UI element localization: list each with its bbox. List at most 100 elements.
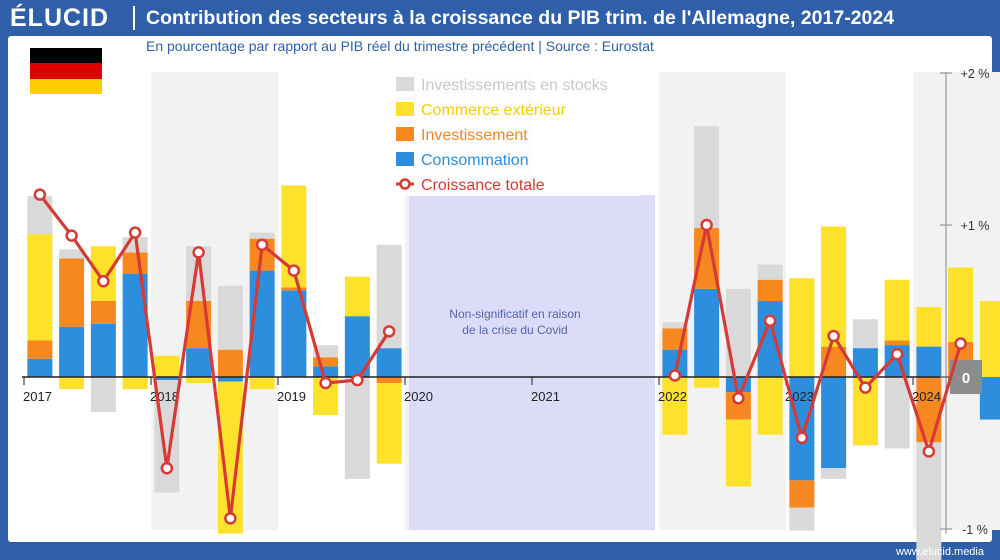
legend-swatch-investissement bbox=[396, 127, 414, 141]
growth-point-2018Q4 bbox=[255, 238, 269, 252]
growth-point-2022Q2 bbox=[700, 218, 713, 232]
bar-stocks-2017Q1 bbox=[27, 196, 53, 235]
bar-investissement-2017Q2 bbox=[59, 258, 85, 327]
bar-consommation-2018Q3 bbox=[217, 377, 243, 382]
bar-investissement-2019Q4 bbox=[376, 377, 402, 384]
bar-stocks-2022Q3 bbox=[725, 288, 751, 377]
bar-exterieur-2019Q4 bbox=[376, 383, 402, 464]
bar-consommation-2024Q3 bbox=[979, 377, 1000, 420]
growth-point-2022Q1 bbox=[668, 369, 682, 382]
bar-exterieur-2024Q3 bbox=[979, 301, 1000, 377]
bar-exterieur-2018Q1 bbox=[154, 355, 180, 377]
bar-investissement-2022Q4 bbox=[757, 279, 783, 301]
bar-stocks-2023Q1 bbox=[789, 507, 815, 531]
bar-investissement-2023Q1 bbox=[789, 480, 815, 508]
year-label-2019: 2019 bbox=[277, 389, 306, 404]
bar-consommation-2019Q2 bbox=[313, 366, 339, 377]
legend-box bbox=[383, 72, 641, 196]
flag-stripe-black bbox=[30, 48, 102, 64]
bar-exterieur-2022Q1 bbox=[662, 377, 688, 435]
covid-note-line: Non-significatif en raison bbox=[449, 307, 580, 321]
growth-point-2018Q1 bbox=[160, 461, 174, 475]
bar-exterieur-2023Q1 bbox=[789, 278, 815, 377]
growth-point-2017Q2 bbox=[65, 229, 78, 242]
footer-url[interactable]: www.elucid.media bbox=[895, 546, 984, 558]
growth-point-2019Q3 bbox=[351, 373, 364, 387]
bar-exterieur-2017Q3 bbox=[90, 246, 116, 301]
bar-exterieur-2017Q4 bbox=[122, 377, 148, 390]
year-label-2018: 2018 bbox=[150, 389, 179, 404]
legend-label-consommation: Consommation bbox=[421, 152, 529, 169]
growth-point-2022Q3 bbox=[732, 392, 745, 405]
bar-investissement-2017Q4 bbox=[122, 252, 148, 274]
bar-stocks-2018Q3 bbox=[217, 285, 243, 350]
bar-investissement-2017Q3 bbox=[90, 301, 116, 324]
bar-stocks-2017Q3 bbox=[90, 377, 116, 412]
chart-title: Contribution des secteurs à la croissanc… bbox=[146, 7, 895, 29]
growth-point-2024Q1 bbox=[922, 445, 936, 458]
header-divider bbox=[133, 6, 135, 30]
bar-exterieur-2017Q1 bbox=[27, 234, 53, 341]
bar-consommation-2022Q2 bbox=[694, 288, 720, 377]
flag-stripe-red bbox=[30, 63, 102, 79]
growth-point-2023Q4 bbox=[890, 347, 904, 361]
bar-stocks-2019Q2 bbox=[313, 345, 339, 358]
bar-exterieur-2019Q3 bbox=[344, 276, 370, 317]
bar-stocks-2024Q1 bbox=[916, 442, 942, 560]
bar-stocks-2022Q2 bbox=[694, 126, 720, 229]
bar-stocks-2019Q3 bbox=[344, 377, 370, 479]
bar-stocks-2017Q2 bbox=[59, 249, 85, 259]
y-tick-label-0: 0 bbox=[962, 370, 970, 387]
bar-exterieur-2024Q1 bbox=[916, 307, 942, 347]
bar-investissement-2017Q1 bbox=[27, 340, 53, 359]
bar-investissement-2018Q3 bbox=[217, 349, 243, 377]
covid-note-line: de la crise du Covid bbox=[462, 323, 567, 337]
growth-point-2023Q1 bbox=[795, 431, 809, 445]
year-label-2017: 2017 bbox=[23, 389, 52, 404]
elucid-logo: ÉLUCID bbox=[10, 4, 110, 32]
bar-exterieur-2024Q2 bbox=[948, 267, 974, 343]
legend-swatch-stocks bbox=[396, 77, 414, 91]
bar-consommation-2017Q3 bbox=[90, 323, 116, 377]
legend-label-stocks: Investissements en stocks bbox=[421, 77, 608, 94]
year-label-2021: 2021 bbox=[531, 389, 560, 404]
growth-point-2023Q2 bbox=[827, 329, 840, 343]
bar-exterieur-2022Q3 bbox=[725, 419, 751, 487]
legend-swatch-exterieur bbox=[396, 102, 414, 116]
growth-point-2023Q3 bbox=[859, 381, 872, 394]
flag-stripe-gold bbox=[30, 78, 102, 94]
y-tick-label: +1 % bbox=[961, 219, 990, 233]
bar-exterieur-2023Q4 bbox=[884, 279, 910, 341]
bar-consommation-2024Q1 bbox=[916, 346, 942, 377]
growth-point-2018Q3 bbox=[224, 512, 237, 525]
bar-exterieur-2018Q2 bbox=[186, 377, 212, 384]
legend-label-investissement: Investissement bbox=[421, 127, 528, 144]
bar-consommation-2023Q2 bbox=[821, 377, 847, 469]
bar-consommation-2019Q4 bbox=[376, 348, 402, 377]
growth-point-2017Q3 bbox=[97, 274, 110, 288]
legend-label-exterieur: Commerce extérieur bbox=[421, 102, 567, 119]
bar-exterieur-2022Q2 bbox=[694, 377, 720, 388]
bar-consommation-2018Q2 bbox=[186, 348, 212, 377]
bar-stocks-2023Q3 bbox=[852, 319, 878, 349]
header-bar: ÉLUCID Contribution des secteurs à la cr… bbox=[0, 0, 1000, 36]
growth-point-2022Q4 bbox=[763, 314, 777, 328]
bar-consommation-2017Q2 bbox=[59, 326, 85, 377]
bar-consommation-2017Q1 bbox=[27, 358, 53, 377]
year-label-2024: 2024 bbox=[912, 389, 941, 404]
bar-exterieur-2018Q4 bbox=[249, 377, 275, 390]
bar-exterieur-2023Q2 bbox=[821, 226, 847, 347]
chart-subtitle: En pourcentage par rapport au PIB réel d… bbox=[146, 38, 654, 54]
germany-flag-icon bbox=[30, 48, 102, 94]
growth-point-2019Q1 bbox=[287, 264, 301, 277]
growth-point-2019Q4 bbox=[382, 325, 396, 338]
bar-investissement-2023Q4 bbox=[884, 340, 910, 346]
bar-investissement-2019Q1 bbox=[281, 287, 307, 291]
bar-stocks-2022Q4 bbox=[757, 264, 783, 280]
bar-investissement-2024Q1 bbox=[916, 377, 942, 443]
legend-swatch-consommation bbox=[396, 152, 414, 166]
growth-point-2024Q2 bbox=[954, 337, 967, 350]
y-tick-label: +2 % bbox=[961, 67, 990, 81]
covid-band bbox=[409, 195, 655, 530]
